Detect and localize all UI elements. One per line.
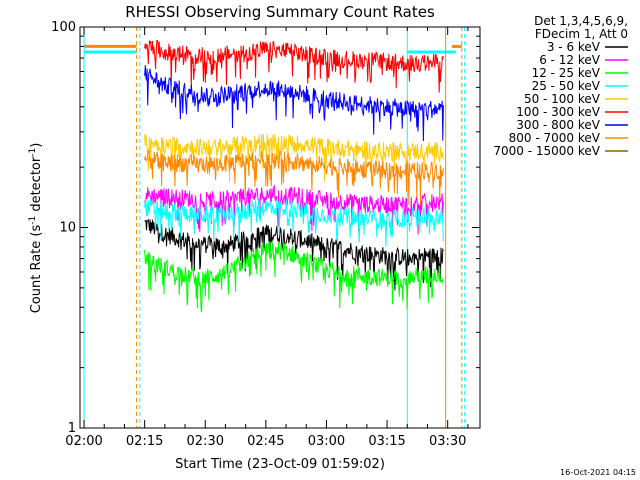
legend-label-7: 800 - 7000 keV <box>509 131 601 145</box>
legend-header-line-2: FDecim 1, Att 0 <box>535 27 628 41</box>
y-label-main: Count Rate (s <box>29 225 44 314</box>
y-label-end: ) <box>29 143 44 148</box>
series-line-2 <box>144 241 444 313</box>
legend-label-4: 50 - 100 keV <box>524 92 601 106</box>
x-axis: 02:00 02:15 02:30 02:45 03:00 03:15 03:30 <box>65 27 469 449</box>
y-label-sup2: -1 <box>28 148 38 157</box>
series-line-3 <box>144 198 444 247</box>
x-tick-label-6: 03:30 <box>429 434 466 449</box>
series-line-6 <box>144 65 444 142</box>
legend-label-5: 100 - 300 keV <box>516 105 600 119</box>
legend: Det 1,3,4,5,6,9, FDecim 1, Att 0 3 - 6 k… <box>493 14 628 158</box>
series-line-5 <box>144 39 444 93</box>
legend-header-line-1: Det 1,3,4,5,6,9, <box>534 14 628 28</box>
x-tick-label-0: 02:00 <box>65 434 102 449</box>
y-label-tail: detector <box>29 156 44 216</box>
y-tick-label-2: 100 <box>51 20 76 35</box>
x-tick-label-5: 03:15 <box>368 434 405 449</box>
y-label-sup: -1 <box>28 216 38 225</box>
legend-label-1: 6 - 12 keV <box>539 53 601 67</box>
y-axis-label: Count Rate (s-1 detector-1) <box>28 143 44 314</box>
x-tick-label-1: 02:15 <box>126 434 163 449</box>
y-tick-label-0: 1 <box>68 421 76 436</box>
x-tick-label-4: 03:00 <box>308 434 345 449</box>
legend-label-6: 300 - 800 keV <box>516 118 600 132</box>
legend-label-3: 25 - 50 keV <box>532 79 601 93</box>
series-line-4 <box>144 133 444 182</box>
x-tick-label-2: 02:30 <box>187 434 224 449</box>
legend-label-8: 7000 - 15000 keV <box>493 144 600 158</box>
x-axis-label: Start Time (23-Oct-09 01:59:02) <box>175 457 385 472</box>
footer-timestamp: 16-Oct-2021 04:15 <box>560 468 636 477</box>
plot-area <box>83 27 466 428</box>
x-tick-label-3: 02:45 <box>247 434 284 449</box>
y-tick-label-1: 10 <box>59 221 76 236</box>
y-axis: 1 10 100 <box>51 20 480 436</box>
legend-label-0: 3 - 6 keV <box>547 40 601 54</box>
chart-title: RHESSI Observing Summary Count Rates <box>125 3 435 21</box>
series-line-7 <box>144 148 444 206</box>
legend-label-2: 12 - 25 keV <box>532 66 601 80</box>
